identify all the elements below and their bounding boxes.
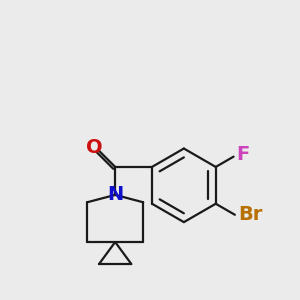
Text: N: N [107, 185, 123, 204]
Text: Br: Br [238, 205, 262, 224]
Text: O: O [86, 138, 102, 157]
Text: F: F [236, 145, 250, 164]
